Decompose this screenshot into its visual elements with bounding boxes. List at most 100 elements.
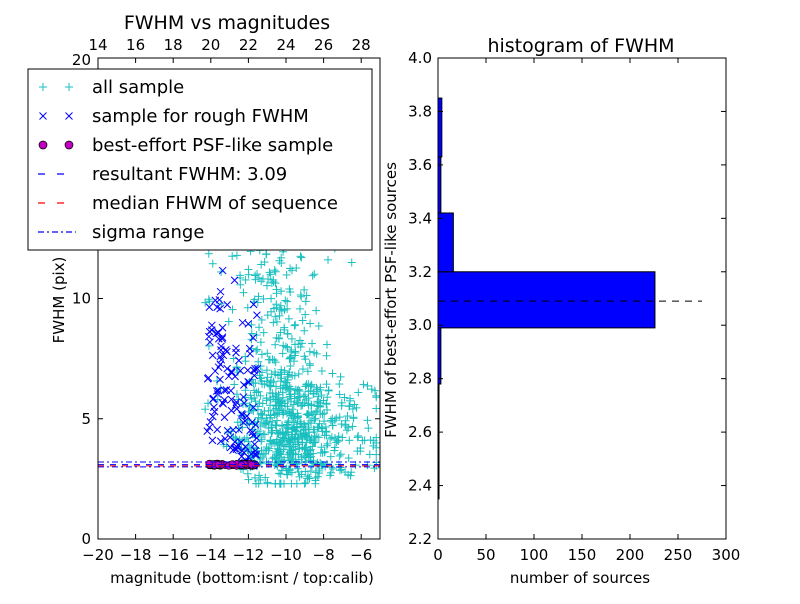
all-sample-point bbox=[285, 354, 294, 363]
rough-fwhm-point bbox=[230, 276, 239, 285]
all-sample-point bbox=[251, 271, 260, 280]
all-sample-point bbox=[265, 355, 274, 364]
all-sample-point bbox=[254, 292, 263, 301]
all-sample-point bbox=[305, 359, 314, 368]
all-sample-point bbox=[294, 450, 303, 459]
legend-item: all sample bbox=[39, 77, 184, 98]
all-sample-point bbox=[301, 355, 310, 364]
all-sample-point bbox=[257, 435, 266, 444]
all-sample-point bbox=[281, 429, 290, 438]
all-sample-point bbox=[201, 298, 210, 307]
x-tick-label: −18 bbox=[120, 546, 152, 564]
all-sample-point bbox=[270, 356, 279, 365]
all-sample-point bbox=[247, 405, 256, 414]
rough-fwhm-point bbox=[216, 287, 225, 296]
all-sample-point bbox=[323, 439, 332, 448]
all-sample-point bbox=[262, 250, 271, 259]
all-sample-point bbox=[299, 392, 308, 401]
all-sample-point bbox=[334, 432, 343, 441]
all-sample-point bbox=[314, 423, 323, 432]
rough-fwhm-point bbox=[253, 311, 261, 320]
x-tick-label: −10 bbox=[270, 546, 302, 564]
all-sample-point bbox=[307, 434, 316, 443]
y-tick-label: 2.6 bbox=[408, 423, 432, 441]
all-sample-point bbox=[285, 382, 294, 391]
all-sample-point bbox=[201, 405, 210, 414]
all-sample-point bbox=[299, 429, 308, 438]
all-sample-point bbox=[254, 479, 263, 488]
all-sample-point bbox=[280, 434, 289, 443]
all-sample-point bbox=[252, 388, 261, 397]
all-sample-point bbox=[300, 451, 309, 460]
all-sample-point bbox=[290, 435, 299, 444]
all-sample-point bbox=[306, 467, 315, 476]
all-sample-point bbox=[269, 405, 278, 414]
y-tick-label: 2.4 bbox=[408, 477, 432, 495]
all-sample-point bbox=[267, 370, 276, 379]
x-tick-label: 250 bbox=[664, 546, 693, 564]
all-sample-point bbox=[242, 433, 251, 442]
scatter-legend: all sample sample for rough FWHM best-effo… bbox=[27, 68, 373, 251]
rough-fwhm-point bbox=[232, 398, 241, 407]
histogram-bar bbox=[437, 212, 454, 273]
all-sample-point bbox=[322, 351, 331, 360]
all-sample-point bbox=[271, 340, 280, 349]
scatter-x-ticks: −20 −18 −16 −14 −12 −10 −8 −6 bbox=[82, 58, 372, 564]
all-sample-point bbox=[268, 418, 277, 427]
rough-fwhm-point bbox=[223, 364, 232, 373]
rough-fwhm-point bbox=[243, 412, 251, 420]
all-sample-point bbox=[350, 400, 359, 409]
all-sample-point bbox=[264, 406, 273, 415]
rough-fwhm-point bbox=[250, 366, 259, 375]
rough-fwhm-point bbox=[221, 434, 229, 443]
all-sample-point bbox=[266, 388, 275, 397]
all-sample-point bbox=[363, 416, 372, 425]
legend-marker bbox=[39, 83, 47, 91]
all-sample-point bbox=[275, 408, 284, 417]
all-sample-point bbox=[337, 398, 346, 407]
all-sample-point bbox=[316, 448, 325, 457]
all-sample-point bbox=[275, 256, 284, 265]
all-sample-point bbox=[283, 470, 292, 479]
all-sample-point bbox=[346, 471, 355, 480]
all-sample-point bbox=[255, 429, 264, 438]
rough-fwhm-point bbox=[240, 399, 248, 408]
rough-fwhm-point bbox=[211, 367, 220, 375]
rough-fwhm-point bbox=[208, 321, 216, 330]
x-tick-label: −20 bbox=[82, 546, 114, 564]
all-sample-point bbox=[340, 393, 349, 402]
y-tick-label: 3.2 bbox=[408, 263, 432, 281]
y-tick-label: 2.8 bbox=[408, 370, 432, 388]
all-sample-point bbox=[285, 464, 294, 473]
top-tick-label: 16 bbox=[126, 36, 145, 54]
scatter-top-ticks: 14 16 18 20 22 24 26 28 bbox=[88, 36, 370, 54]
all-sample-point bbox=[344, 423, 353, 432]
all-sample-point bbox=[317, 366, 326, 375]
all-sample-point bbox=[274, 390, 283, 399]
all-sample-point bbox=[310, 432, 319, 441]
all-sample-point bbox=[354, 431, 363, 440]
all-sample-point bbox=[241, 352, 250, 361]
all-sample-point bbox=[270, 368, 279, 377]
rough-fwhm-point bbox=[252, 450, 261, 459]
all-sample-point bbox=[320, 409, 329, 418]
all-sample-point bbox=[335, 390, 344, 399]
all-sample-point bbox=[292, 396, 301, 405]
all-sample-point bbox=[255, 323, 264, 332]
all-sample-point bbox=[284, 314, 293, 323]
all-sample-point bbox=[243, 446, 252, 455]
all-sample-point bbox=[338, 433, 347, 442]
rough-fwhm-point bbox=[235, 425, 243, 434]
all-sample-point bbox=[320, 447, 329, 456]
rough-fwhm-point bbox=[238, 411, 247, 420]
all-sample-point bbox=[272, 289, 281, 298]
x-tick-label: 150 bbox=[568, 546, 597, 564]
rough-fwhm-point bbox=[238, 318, 247, 327]
all-sample-point bbox=[289, 410, 298, 419]
all-sample-point bbox=[292, 264, 301, 273]
all-sample-point bbox=[280, 325, 289, 334]
all-sample-point bbox=[347, 258, 356, 267]
all-sample-point bbox=[335, 380, 344, 389]
all-sample-point bbox=[228, 305, 237, 314]
all-sample-point bbox=[352, 403, 361, 412]
